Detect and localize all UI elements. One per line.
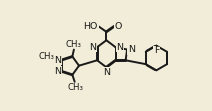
- Text: N: N: [128, 45, 135, 54]
- Text: N: N: [54, 67, 61, 76]
- Text: HO: HO: [84, 22, 98, 31]
- Text: CH₃: CH₃: [67, 83, 84, 92]
- Text: N: N: [54, 56, 61, 64]
- Text: N: N: [116, 43, 123, 52]
- Text: CH₃: CH₃: [66, 40, 82, 49]
- Text: F: F: [154, 46, 159, 55]
- Text: O: O: [115, 22, 122, 31]
- Text: N: N: [89, 43, 96, 52]
- Text: CH₃: CH₃: [39, 52, 55, 61]
- Text: N: N: [103, 68, 110, 77]
